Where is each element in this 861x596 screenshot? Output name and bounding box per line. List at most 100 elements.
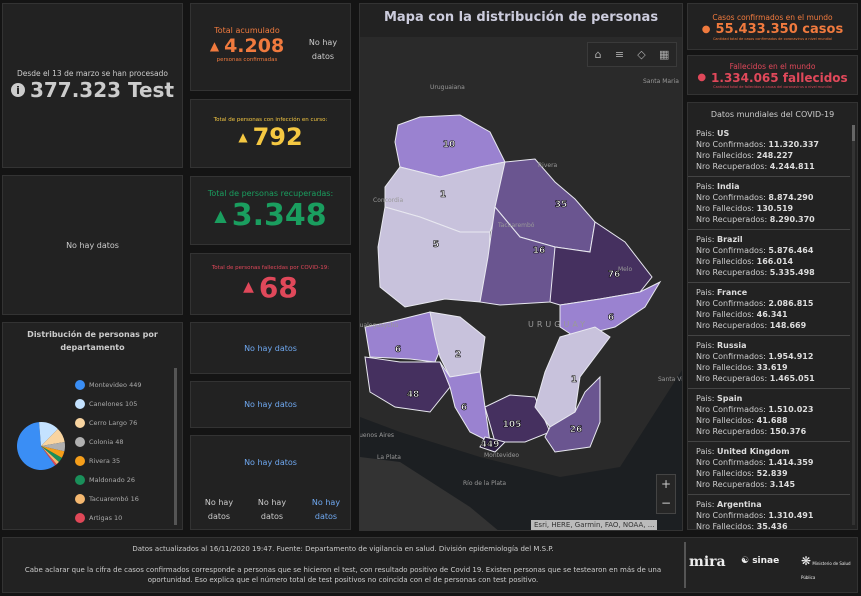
place-label: Concordia xyxy=(373,197,403,204)
basemap-icon[interactable]: ▦ xyxy=(658,48,670,61)
world-cases-subtitle: Cantidad total de casos confirmados de c… xyxy=(712,36,833,41)
country-list-item[interactable]: Pais: Brazil Nro Confirmados: 5.876.464 Nr… xyxy=(688,230,850,283)
recovered-panel: Total de personas recuperadas: ▲ 3.348 xyxy=(190,176,351,245)
world-list-scrollbar[interactable] xyxy=(852,125,855,525)
layers-icon[interactable]: ◇ xyxy=(637,48,646,61)
department-count-label: 6 xyxy=(608,313,614,323)
place-label: Uruguaiana xyxy=(430,84,465,91)
home-icon[interactable]: ⌂ xyxy=(594,48,602,61)
country-confirmed: Nro Confirmados: 2.086.815 xyxy=(696,299,814,308)
zoom-controls: + − xyxy=(656,474,676,514)
place-label: Santa Maria xyxy=(643,78,679,85)
legend-item[interactable]: Tacuarembó 16 xyxy=(75,489,141,508)
world-cases-panel: Casos confirmados en el mundo ● 55.433.35… xyxy=(687,3,858,50)
no-data-panel: No hay datos No hay datos No hay datos N… xyxy=(190,435,351,530)
department-san-josé[interactable] xyxy=(439,361,491,443)
department-treinta-y-tres[interactable] xyxy=(559,280,662,338)
no-data-label: No hay datos xyxy=(244,458,297,467)
country-confirmed: Nro Confirmados: 1.954.912 xyxy=(696,352,814,361)
department-count-label: 1 xyxy=(440,190,446,200)
footer-panel: Datos actualizados al 16/11/2020 19:47. … xyxy=(2,537,858,593)
confirmed-subtitle: personas confirmadas xyxy=(216,57,278,63)
country-confirmed: Nro Confirmados: 8.874.290 xyxy=(696,193,814,202)
place-label: Santa Vitória do Palmar xyxy=(658,376,683,383)
legend-item[interactable]: Rivera 35 xyxy=(75,451,141,470)
legend-swatch xyxy=(75,474,85,485)
country-list-item[interactable]: Pais: United Kingdom Nro Confirmados: 1.4… xyxy=(688,442,850,495)
pie-slice-tacuarembó[interactable] xyxy=(41,446,59,465)
tests-value: 377.323 Test xyxy=(29,78,175,102)
pie-slice-colonia[interactable] xyxy=(41,442,65,452)
legend-item[interactable]: Artigas 10 xyxy=(75,508,141,527)
legend-swatch xyxy=(75,512,85,523)
world-list-panel: Datos mundiales del COVID-19 Pais: US Nro… xyxy=(687,102,858,530)
department-count-label: 6 xyxy=(461,403,467,413)
country-confirmed: Nro Confirmados: 1.414.359 xyxy=(696,458,814,467)
legend-item[interactable]: Cerro Largo 76 xyxy=(75,413,141,432)
legend-label: Colonia 48 xyxy=(89,437,124,446)
department-cerro-largo[interactable] xyxy=(549,221,653,306)
department-count-label: 1 xyxy=(571,375,577,385)
legend-icon[interactable]: ≡ xyxy=(614,48,625,61)
world-list-title: Datos mundiales del COVID-19 xyxy=(710,110,835,119)
legend-item[interactable]: Maldonado 26 xyxy=(75,470,141,489)
country-recovered: Nro Recuperados: 1.465.051 xyxy=(696,374,815,383)
country-list-item[interactable]: Pais: US Nro Confirmados: 11.320.337 Nro F… xyxy=(688,124,850,177)
world-list[interactable]: Pais: US Nro Confirmados: 11.320.337 Nro F… xyxy=(688,124,850,530)
department-montevideo[interactable] xyxy=(479,436,506,453)
country-deaths: Nro Fallecidos: 130.519 xyxy=(696,204,794,213)
country-list-item[interactable]: Pais: Spain Nro Confirmados: 1.510.023 Nro… xyxy=(688,389,850,442)
country-list-item[interactable]: Pais: Russia Nro Confirmados: 1.954.912 Nr… xyxy=(688,336,850,389)
deaths-title: Total de personas fallecidas por COVID-1… xyxy=(211,264,330,271)
recovered-title: Total de personas recuperadas: xyxy=(207,188,334,198)
pie-legend: Montevideo 449 Canelones 105 Cerro Largo 7… xyxy=(75,375,141,527)
no-data-panel: No hay datos xyxy=(190,381,351,428)
footer-update-text: Datos actualizados al 16/11/2020 19:47. … xyxy=(132,545,554,553)
place-label: La Plata xyxy=(377,454,401,461)
legend-item[interactable]: Canelones 105 xyxy=(75,394,141,413)
legend-scrollbar[interactable] xyxy=(174,368,177,525)
country-country: Pais: France xyxy=(696,288,748,297)
legend-label: Montevideo 449 xyxy=(89,380,142,389)
place-label: Tacuarembó xyxy=(497,222,535,229)
country-deaths: Nro Fallecidos: 35.436 xyxy=(696,522,788,530)
country-country: Pais: Argentina xyxy=(696,500,762,509)
legend-swatch xyxy=(75,398,85,409)
world-cases-value: 55.433.350 casos xyxy=(715,21,844,37)
country-list-item[interactable]: Pais: France Nro Confirmados: 2.086.815 Nr… xyxy=(688,283,850,336)
world-deaths-subtitle: Cantidad total de fallecidos a causa del… xyxy=(713,84,832,89)
legend-item[interactable]: Colonia 48 xyxy=(75,432,141,451)
zoom-out-button[interactable]: − xyxy=(660,496,672,510)
legend-item[interactable]: Montevideo 449 xyxy=(75,375,141,394)
department-colonia[interactable] xyxy=(364,356,451,413)
department-maldonado[interactable] xyxy=(544,375,601,453)
pie-slice-artigas[interactable] xyxy=(41,446,57,466)
pie-slice-maldonado[interactable] xyxy=(41,446,62,462)
no-data-label: No hay datos xyxy=(244,343,297,353)
no-data-label: No hay datos xyxy=(244,400,297,409)
footer-disclaimer: Cabe aclarar que la cifra de casos confi… xyxy=(24,566,662,584)
map-attribution[interactable]: Esri, HERE, Garmin, FAO, NOAA, ... xyxy=(531,520,658,530)
legend-label: Maldonado 26 xyxy=(89,475,136,484)
country-list-item[interactable]: Pais: India Nro Confirmados: 8.874.290 Nro… xyxy=(688,177,850,230)
confirmed-value: 4.208 xyxy=(224,35,285,57)
pie-slice-rivera[interactable] xyxy=(41,446,65,458)
country-list-item[interactable]: Pais: Argentina Nro Confirmados: 1.310.49… xyxy=(688,495,850,530)
pie-slice-montevideo[interactable] xyxy=(17,422,56,470)
map-panel: Mapa con la distribución de personas 10 1… xyxy=(359,3,683,531)
country-country: Pais: Russia xyxy=(696,341,747,350)
country-country: Pais: India xyxy=(696,182,740,191)
deaths-panel: Total de personas fallecidas por COVID-1… xyxy=(190,253,351,315)
pie-slice-cerro-largo[interactable] xyxy=(41,428,65,446)
tests-caption: Desde el 13 de marzo se han procesado xyxy=(17,69,168,78)
legend-swatch xyxy=(75,455,85,466)
mira-logo: mira xyxy=(689,554,726,570)
pie-slice-canelones[interactable] xyxy=(39,422,58,446)
country-recovered: Nro Recuperados: 150.376 xyxy=(696,427,807,436)
zoom-in-button[interactable]: + xyxy=(660,477,672,491)
sinae-logo: ☯ sinae xyxy=(741,556,780,566)
country-deaths: Nro Fallecidos: 41.688 xyxy=(696,416,788,425)
person-icon: ▲ xyxy=(238,129,248,144)
alert-icon: ● xyxy=(697,72,707,83)
